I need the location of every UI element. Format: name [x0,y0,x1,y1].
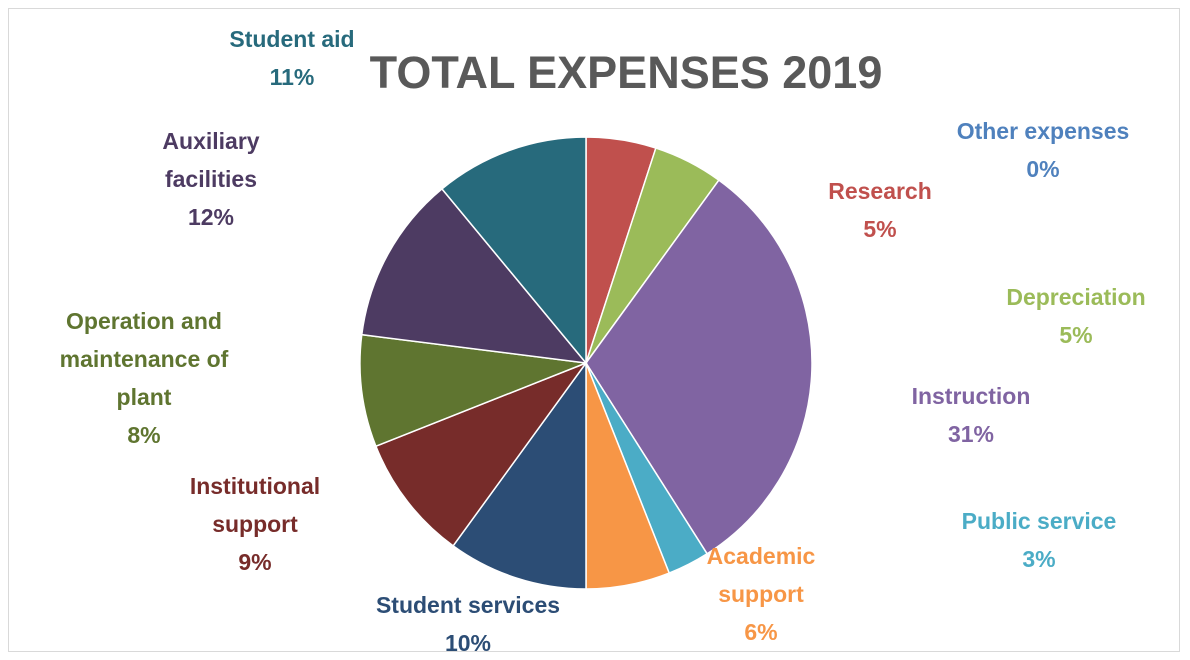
pie-slice-student-aid [440,136,587,366]
data-label-institutional-support: Institutional support 9% [190,473,320,575]
data-label-student-aid: Student aid 11% [229,26,354,90]
pie-slice-auxiliary-facilities [360,187,588,364]
pie-labels: Other expenses 0% Research 5% Depreciation 5%… [60,26,1146,653]
pie-chart: TOTAL EXPENSES 2019 Other expenses 0% Rese… [60,26,1146,653]
data-label-auxiliary-facilities: Auxiliary facilities 12% [162,128,259,230]
data-label-research: Research 5% [828,178,932,242]
pie-slice-institutional-support [374,361,589,547]
data-label-depreciation: Depreciation 5% [1006,284,1145,348]
data-label-public-service: Public service 3% [962,508,1117,572]
data-label-instruction: Instruction 31% [912,383,1031,447]
pie-slice-instruction [585,179,813,555]
data-label-other-expenses: Other expenses 0% [957,118,1130,182]
data-label-student-services: Student services 10% [376,592,560,653]
pie-slice-operation-and-maintenance-of-plant [359,333,587,448]
chart-area: TOTAL EXPENSES 2019 Other expenses 0% Rese… [8,8,1180,653]
data-label-academic-support: Academic support 6% [707,543,816,645]
pie-slice-student-services [452,360,587,590]
pie-slices [359,136,813,590]
data-label-operation-and-maintenance-of-plant: Operation and maintenance of plant 8% [60,308,229,448]
chart-title: TOTAL EXPENSES 2019 [370,47,883,98]
